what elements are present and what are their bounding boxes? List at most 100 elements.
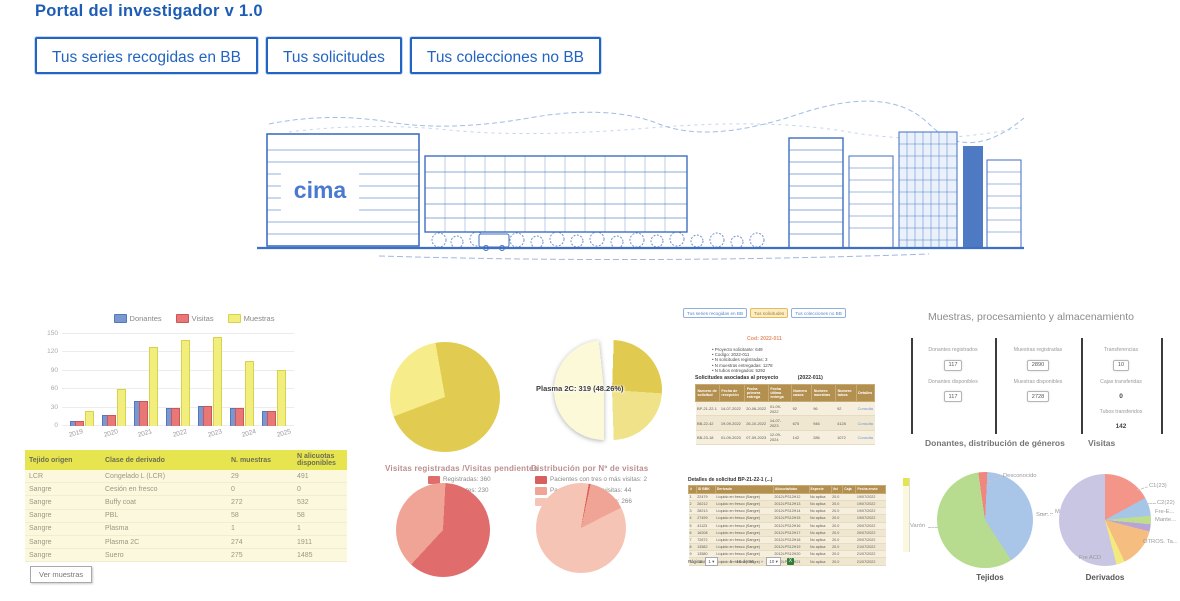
thead: Tejido origen Clase de derivado N. muestra…: [25, 450, 347, 470]
table-row: Sangre Suero 275 1485: [25, 548, 347, 563]
table-cell: 72672: [696, 536, 716, 545]
muestras-stats: Muestras registradas 2890 Muestras disponi…: [997, 341, 1079, 404]
table-cell: 19/07/2022: [855, 500, 886, 509]
transferencias-stats: Transferencias 10 Cajas transferidas 0 Tubos…: [1083, 341, 1159, 433]
table-cell: [842, 507, 856, 516]
visits-title: Visitas: [1088, 438, 1116, 448]
table-cell: 20.0: [831, 543, 843, 552]
stat-item: Donantes disponibles 117: [913, 379, 993, 405]
bc-cat: 2024: [241, 428, 258, 439]
table-cell: Plasma: [101, 522, 227, 536]
column-header: Numero muestras: [811, 384, 837, 402]
path: [789, 149, 843, 235]
column-header: N. muestras: [227, 450, 293, 470]
bc-group: [198, 337, 222, 426]
circle: [570, 234, 584, 248]
ver-muestras-button[interactable]: Ver muestras: [30, 566, 93, 583]
table-cell: Sangre: [25, 495, 101, 510]
table-cell: 20/07/2022: [855, 529, 886, 537]
bc-tick: 90: [50, 366, 58, 374]
table-cell: Líquido en fresco (Sangre): [715, 493, 774, 501]
tab-solicitudes[interactable]: Tus solicitudes: [265, 37, 402, 74]
thead: # ID BBK Derivado Alícuota/tubo Especie Vol Ca…: [688, 485, 886, 494]
column-header: Fecha envío: [855, 485, 886, 494]
table-cell: [842, 557, 856, 566]
g: [431, 231, 765, 249]
table-cell: 6: [688, 529, 697, 537]
donantes-stats: Donantes registrados 117 Donantes disponib…: [913, 341, 993, 404]
table-cell: [842, 522, 856, 530]
table-cell: 01-09-2023: [719, 430, 745, 446]
g: [257, 100, 1025, 261]
column-header: #: [688, 485, 697, 494]
bc-grid: [62, 351, 294, 353]
consulta-link[interactable]: Consulta: [856, 401, 875, 417]
table-cell: 26212: [696, 500, 716, 509]
rect: [788, 137, 844, 249]
tr: Numero de solicitud Fecha de recepción Fec…: [695, 384, 876, 402]
circle: [483, 245, 489, 251]
column-header: Especie: [808, 485, 832, 494]
circle: [530, 235, 544, 249]
column-header: Numero casos: [790, 384, 813, 402]
table-row: LCR Congelado L (LCR) 29 491: [25, 470, 347, 484]
table-cell: 2012LPS12H13: [773, 500, 809, 509]
label-otros: OTROS. Ta...: [1143, 539, 1178, 545]
distribution-pie-title: Distribución por Nº de visitas: [531, 464, 649, 473]
bar-muestras-2019: [85, 410, 94, 426]
table-cell: 19/07/2022: [855, 493, 886, 501]
mini-tab[interactable]: Tus colecciones no BB: [791, 308, 846, 318]
table-cell: 2: [688, 500, 697, 509]
table: Tejido origen Clase de derivado N. muestra…: [25, 450, 347, 563]
bc-cats: 2019 2020 2021 2022 2023 2024 2025: [62, 428, 298, 439]
circle: [589, 231, 605, 247]
excel-export-icon[interactable]: X: [786, 558, 794, 565]
table-cell: 21/07/2022: [855, 557, 886, 566]
table-cell: 92: [835, 401, 857, 417]
table: # ID BBK Derivado Alícuota/tubo Especie Vol Ca…: [688, 485, 886, 566]
consulta-link[interactable]: Consulta: [856, 415, 875, 431]
legend-label: Muestras: [243, 314, 275, 323]
table-cell: 12-09-2024: [768, 430, 792, 446]
label-c2: C2(22): [1157, 500, 1175, 506]
bar-visitas-2021: [139, 401, 148, 426]
stat-label: Tubos transferidos: [1099, 408, 1143, 415]
table-cell: 19/07/2022: [855, 507, 886, 516]
table-row: 4 27499 Líquido en fresco (Sangre) 2012LPS1…: [688, 514, 886, 523]
table-cell: 20.0: [831, 500, 843, 509]
table-cell: 2012LPS12H15: [773, 514, 809, 523]
rect: [963, 146, 983, 248]
last-page-button[interactable]: »: [760, 559, 764, 564]
assoc-code: (2022-011): [797, 375, 823, 381]
table-cell: Líquido en fresco (Sangre): [715, 529, 774, 537]
first-page-button[interactable]: «: [720, 559, 724, 564]
page-size-select[interactable]: 10 ▾: [765, 557, 782, 566]
stat-label: Cajas transferidas: [1100, 378, 1142, 385]
table-cell: Líquido en fresco (Sangre): [715, 536, 774, 545]
next-page-button[interactable]: ›: [756, 559, 759, 564]
page-select[interactable]: 1 ▾: [704, 557, 718, 566]
consulta-link[interactable]: Consulta: [856, 430, 875, 446]
circle: [450, 235, 464, 249]
label-fre-acd: Fre ACD: [1079, 555, 1102, 561]
prev-page-button[interactable]: ‹: [725, 559, 728, 564]
mini-tab[interactable]: Tus series recogidas en BB: [683, 308, 748, 318]
divider: [1081, 338, 1083, 434]
gender-pie: [937, 472, 1033, 568]
tbody: LCR Congelado L (LCR) 29 491 Sangre Cesión en…: [25, 470, 347, 563]
path: [268, 100, 1025, 144]
bc-tick: 150: [47, 330, 58, 337]
banner: cima: [228, 98, 1030, 281]
table-row: 3 28213 Líquido en fresco (Sangre) 2012LPS1…: [688, 507, 886, 516]
table-cell: [842, 550, 856, 559]
tab-colecciones[interactable]: Tus colecciones no BB: [409, 37, 602, 74]
path: [425, 171, 687, 219]
mini-tab[interactable]: Tus solicitudes: [750, 308, 789, 318]
bc-grid: [62, 406, 294, 408]
rect: [986, 159, 1022, 249]
table-row: Sangre Buffy coat 272 532: [25, 495, 347, 510]
tab-series-bb[interactable]: Tus series recogidas en BB: [35, 37, 258, 74]
table-cell: 2012LPS12H19: [773, 543, 809, 552]
span: 10: [769, 558, 775, 564]
table-cell: 28213: [696, 507, 716, 516]
